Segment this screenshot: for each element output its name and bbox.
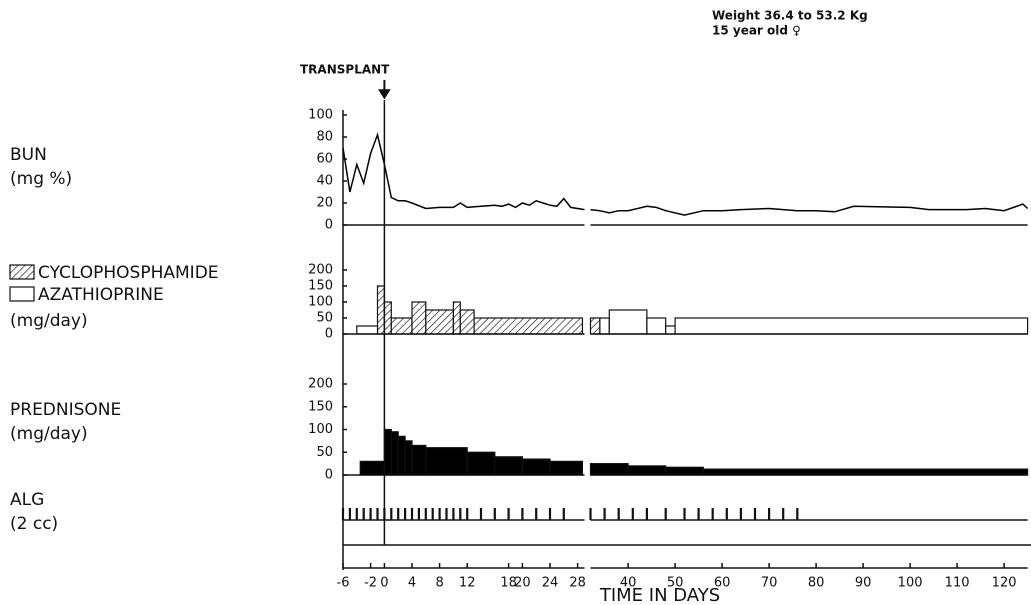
y-label: (2 cc): [10, 514, 58, 534]
transplant-arrowhead: [378, 89, 391, 100]
step-bar: [390, 317, 413, 335]
step-bar: [390, 431, 399, 476]
y-tick-label: 100: [308, 108, 333, 123]
step-bar: [494, 456, 523, 476]
step-bar: [383, 428, 392, 476]
legend-swatch: [9, 264, 35, 280]
y-tick-label: 20: [316, 196, 333, 211]
x-tick-label: 70: [761, 576, 778, 591]
step-bar: [466, 451, 496, 476]
x-tick-label: 8: [435, 576, 443, 591]
step-bar: [459, 309, 475, 335]
x-tick-label: 4: [408, 576, 416, 591]
transplant-label: TRANSPLANT: [300, 63, 390, 77]
step-bar: [376, 285, 386, 335]
x-tick-label: 12: [459, 576, 476, 591]
y-tick-label: 80: [316, 130, 333, 145]
step-bar: [589, 463, 629, 476]
y-tick-label: 50: [316, 445, 333, 460]
step-bar: [404, 440, 413, 476]
header-line: Weight 36.4 to 53.2 Kg: [712, 9, 868, 23]
step-bar: [589, 317, 601, 335]
step-bar: [665, 325, 676, 335]
step-bar: [665, 466, 704, 476]
y-tick-label: 40: [316, 174, 333, 189]
y-tick-label: 60: [316, 152, 333, 167]
y-tick-label: 150: [308, 279, 333, 294]
x-tick-label: 0: [380, 576, 388, 591]
y-tick-label: 50: [316, 311, 333, 326]
step-bar: [411, 301, 427, 335]
x-tick-label: 60: [714, 576, 731, 591]
y-tick-label: 150: [308, 399, 333, 414]
step-bar: [383, 301, 392, 335]
y-tick-label: 0: [325, 327, 333, 342]
y-tick-label: 200: [308, 263, 333, 278]
x-tick-label: 80: [808, 576, 825, 591]
step-bar: [397, 435, 406, 476]
panel-title: ALG: [10, 490, 44, 510]
x-tick-label: 40: [620, 576, 637, 591]
step-bar: [702, 468, 1029, 476]
bun-line: [342, 132, 1029, 216]
x-tick-label: -6: [337, 576, 350, 591]
step-bar: [599, 317, 610, 335]
y-tick-label: 100: [308, 295, 333, 310]
step-bar: [549, 460, 584, 476]
legend-label: AZATHIOPRINE: [38, 285, 164, 305]
x-tick-label: -2: [364, 576, 377, 591]
x-tick-label: 24: [542, 576, 559, 591]
x-tick-label: 20: [514, 576, 531, 591]
y-tick-label: 0: [325, 218, 333, 233]
step-bar: [425, 447, 468, 476]
x-tick-label: 50: [667, 576, 684, 591]
y-tick-label: 200: [308, 377, 333, 392]
x-tick-label: 18: [500, 576, 517, 591]
step-bar: [411, 444, 427, 476]
step-bar: [674, 317, 1029, 335]
x-axis-title: TIME IN DAYS: [599, 585, 720, 605]
panel-title: PREDNISONE: [10, 400, 121, 420]
y-label: (mg/day): [10, 311, 88, 331]
panel-title: BUN: [10, 145, 47, 165]
step-bar: [521, 458, 551, 476]
x-tick-label: 120: [992, 576, 1017, 591]
step-bar: [646, 317, 667, 335]
y-label: (mg %): [10, 169, 72, 189]
step-bar: [608, 309, 648, 335]
x-tick-label: 28: [569, 576, 586, 591]
x-tick-label: 100: [898, 576, 923, 591]
header-line: 15 year old ♀: [712, 24, 801, 38]
step-bar: [473, 317, 584, 335]
step-bar: [359, 460, 385, 476]
y-tick-label: 0: [325, 468, 333, 483]
x-tick-label: 90: [855, 576, 872, 591]
step-bar: [356, 325, 379, 335]
step-bar: [425, 309, 454, 335]
y-tick-label: 100: [308, 422, 333, 437]
legend-label: CYCLOPHOSPHAMIDE: [38, 263, 219, 283]
y-label: (mg/day): [10, 424, 88, 444]
step-bar: [452, 301, 461, 335]
x-tick-label: 110: [945, 576, 970, 591]
legend-swatch: [9, 286, 35, 302]
step-bar: [627, 465, 667, 476]
